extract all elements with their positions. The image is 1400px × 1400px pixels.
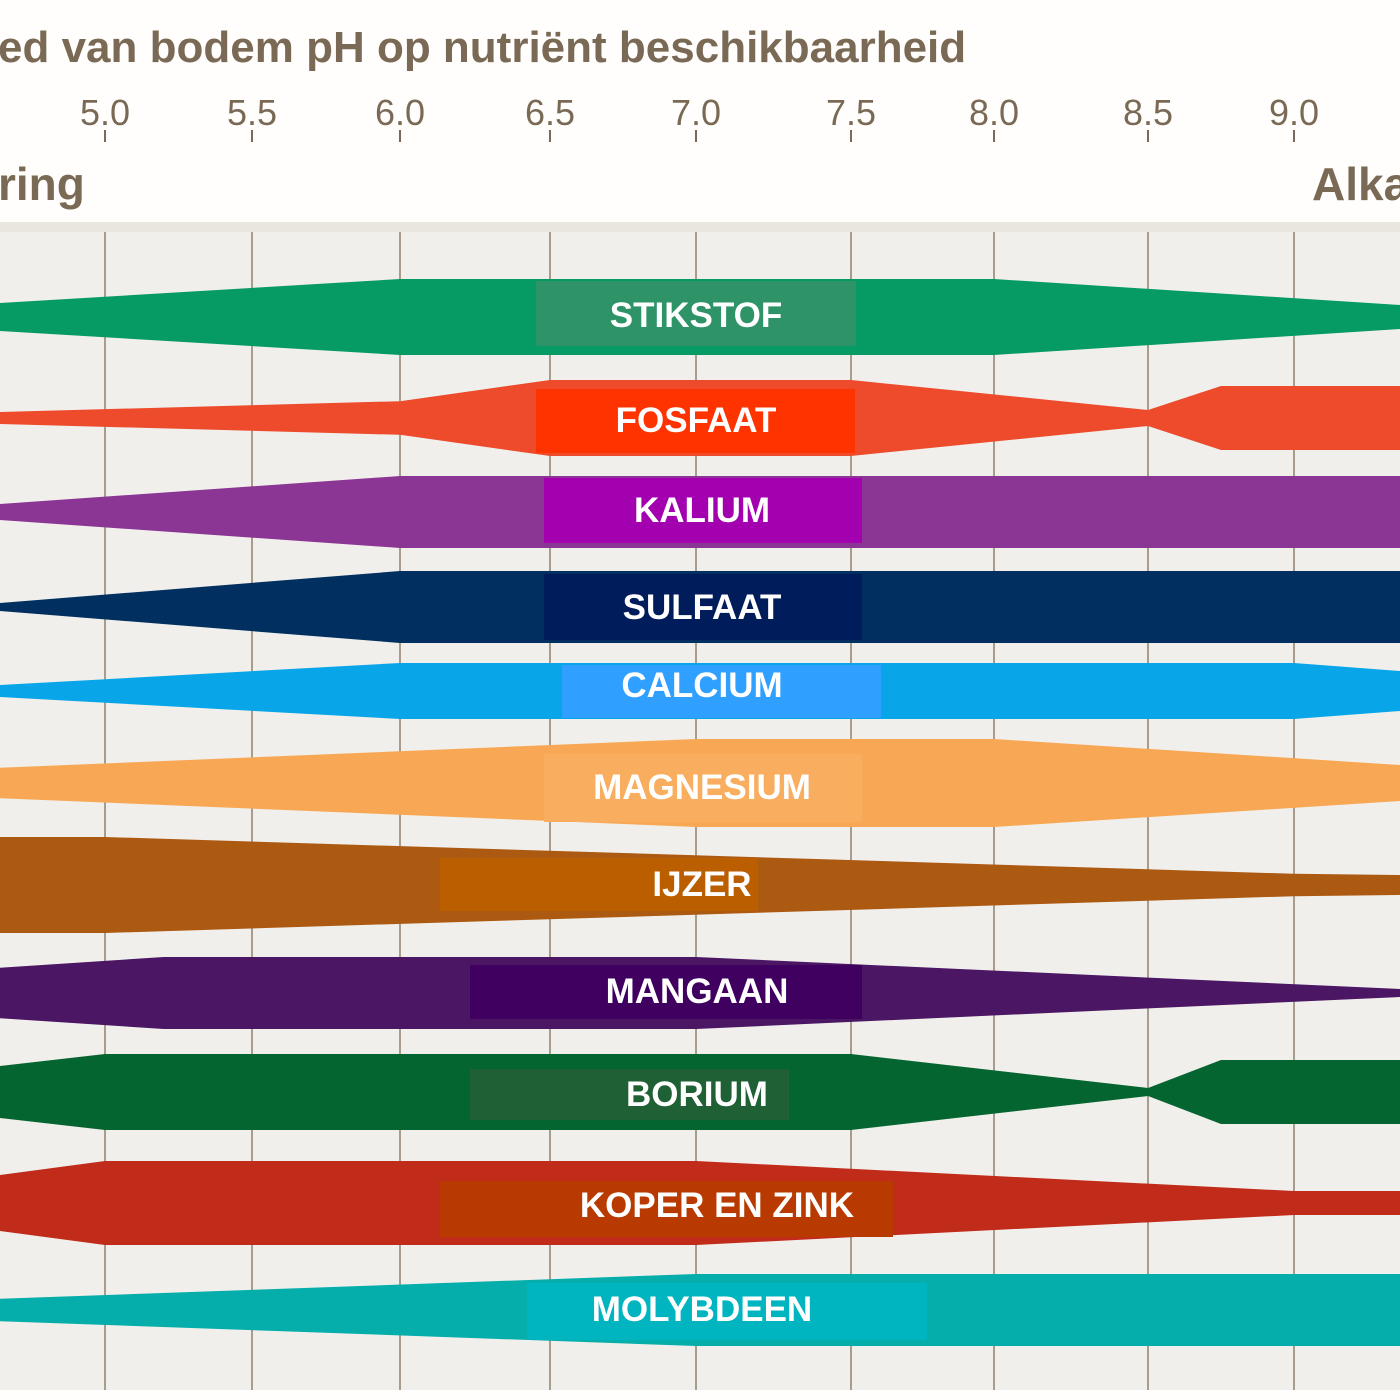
band-label: MOLYBDEEN (592, 1290, 812, 1329)
tick-label: 5.0 (80, 92, 130, 133)
tick-label: 8.5 (1123, 92, 1173, 133)
tick-label: 7.0 (671, 92, 721, 133)
band-ijzer: IJZER (0, 837, 1400, 933)
band-label-box (470, 965, 862, 1019)
tick-label: 9.0 (1269, 92, 1319, 133)
tick-label: 8.0 (969, 92, 1019, 133)
tick-label: 7.5 (826, 92, 876, 133)
band-label: MANGAAN (606, 972, 789, 1011)
band-label-box (544, 574, 862, 640)
band-kalium: KALIUM (0, 476, 1400, 548)
band-label: KALIUM (634, 491, 770, 530)
band-label-box (544, 754, 862, 822)
band-sulfaat: SULFAAT (0, 571, 1400, 643)
band-label-box (536, 281, 856, 346)
xlabel-left: ring (0, 158, 85, 210)
band-label: KOPER EN ZINK (580, 1186, 854, 1225)
band-borium: BORIUM (0, 1054, 1400, 1130)
tick-label: 6.5 (525, 92, 575, 133)
xlabel-right: Alka (1312, 158, 1400, 210)
band-label: IJZER (652, 865, 751, 904)
band-label-box (470, 1069, 789, 1120)
band-label-box (527, 1283, 927, 1340)
band-label: SULFAAT (623, 588, 782, 627)
band-label: CALCIUM (621, 666, 782, 705)
band-mangaan: MANGAAN (0, 957, 1400, 1029)
band-stikstof: STIKSTOF (0, 279, 1400, 355)
band-label-box (562, 665, 881, 718)
tick-label: 6.0 (375, 92, 425, 133)
band-fosfaat: FOSFAAT (0, 380, 1400, 456)
band-label-box (544, 478, 862, 543)
band-magnesium: MAGNESIUM (0, 739, 1400, 827)
band-label: FOSFAAT (616, 401, 777, 440)
band-molybdeen: MOLYBDEEN (0, 1274, 1400, 1346)
band-calcium: CALCIUM (0, 663, 1400, 719)
band-label-box (440, 858, 758, 911)
tick-label: 5.5 (227, 92, 277, 133)
band-label-box (536, 389, 855, 453)
band-koper-en-zink: KOPER EN ZINK (0, 1161, 1400, 1245)
chart-title: ed van bodem pH op nutriënt beschikbaarh… (0, 23, 966, 72)
band-label: BORIUM (626, 1075, 768, 1114)
band-label: STIKSTOF (610, 296, 782, 335)
band-label: MAGNESIUM (593, 768, 811, 807)
plot-header-strip (0, 222, 1400, 232)
band-label-box (440, 1181, 893, 1237)
